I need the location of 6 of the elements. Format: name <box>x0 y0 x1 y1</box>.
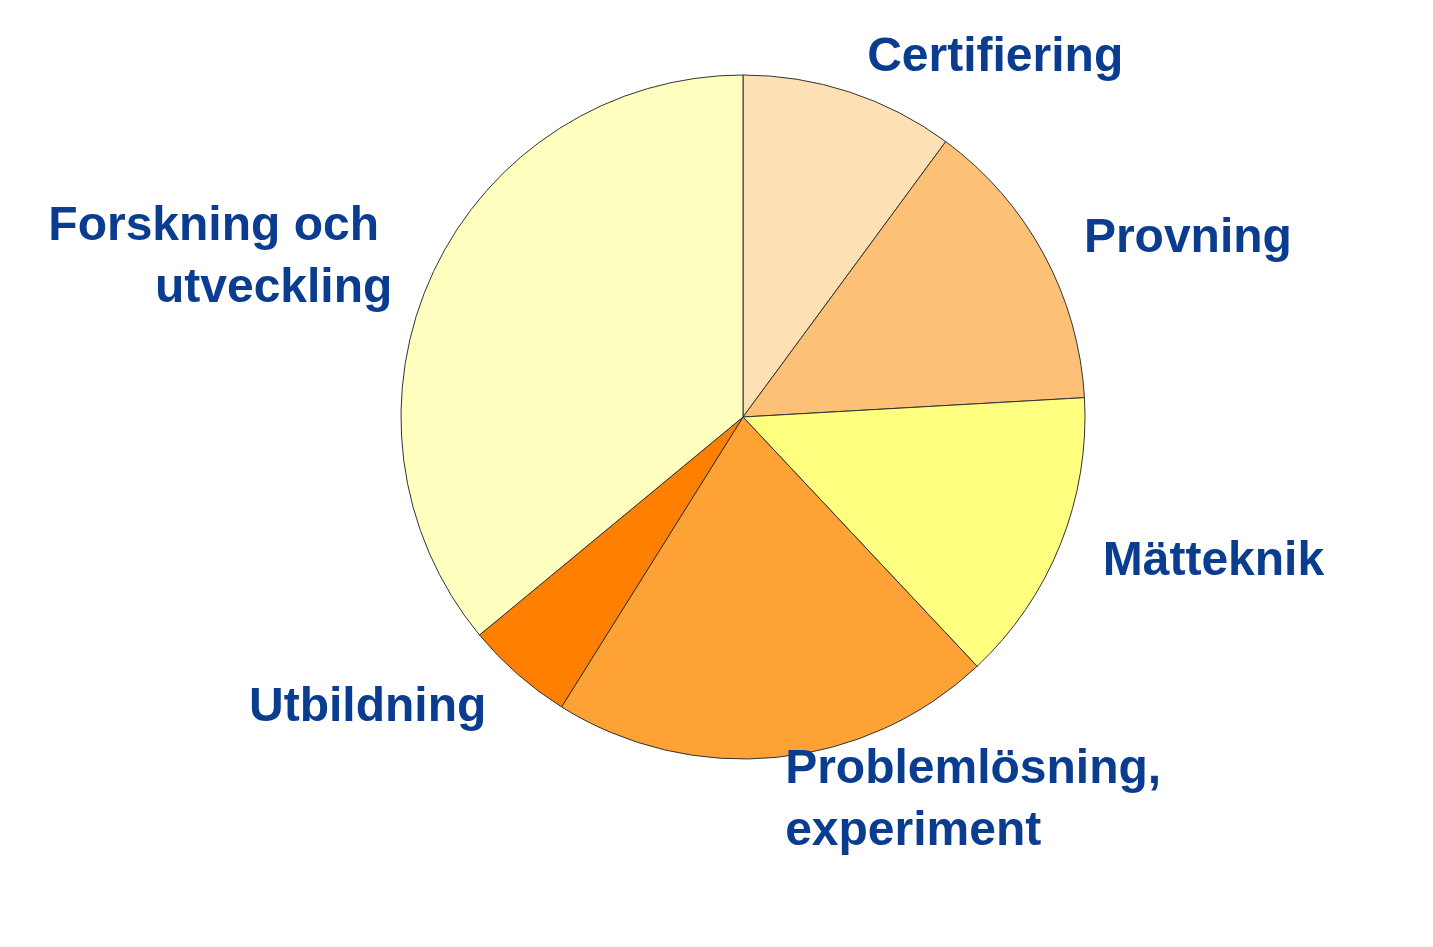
slice-label: Forskning och utveckling <box>48 196 393 312</box>
slice-label: Problemlösning, experiment <box>785 739 1175 855</box>
slice-label: Utbildning <box>249 677 487 731</box>
slice-label: Certifiering <box>867 27 1124 81</box>
slice-label: Mätteknik <box>1102 532 1325 586</box>
slice-label: Provning <box>1083 208 1292 262</box>
